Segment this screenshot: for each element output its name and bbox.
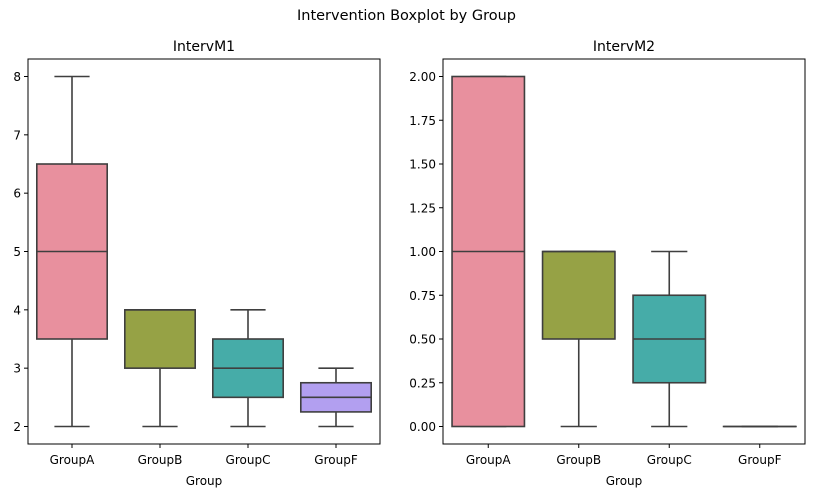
- y-tick-label-intervm1: 7: [13, 128, 21, 142]
- axes-frame-intervm1: [27, 58, 381, 445]
- figure-suptitle: Intervention Boxplot by Group: [296, 8, 516, 24]
- y-tick-label-intervm1: 2: [13, 420, 21, 434]
- x-axis-label-intervm1: Group: [186, 474, 223, 488]
- y-tick-label-intervm2: 1.50: [409, 158, 436, 172]
- x-axis-label-intervm2: Group: [606, 474, 643, 488]
- y-tick-label-intervm2: 0.25: [409, 376, 436, 390]
- subplot-title-intervm2: IntervM2: [593, 39, 655, 55]
- y-tick-label-intervm2: 0.00: [409, 420, 436, 434]
- y-tick-label-intervm1: 3: [13, 362, 21, 376]
- y-tick-label-intervm1: 4: [13, 303, 21, 317]
- x-tick-label-groupa: GroupA: [50, 453, 96, 467]
- x-tick-label-groupb: GroupB: [556, 453, 601, 467]
- y-tick-label-intervm2: 0.50: [409, 333, 436, 347]
- axes-frame-intervm2: [442, 58, 806, 445]
- subplot-title-intervm1: IntervM1: [173, 39, 235, 55]
- x-tick-label-groupc: GroupC: [226, 453, 271, 467]
- x-tick-label-groupf: GroupF: [314, 453, 358, 467]
- x-tick-label-groupc: GroupC: [647, 453, 692, 467]
- y-tick-label-intervm1: 6: [13, 187, 21, 201]
- box-groupb: [124, 309, 197, 369]
- subplot-intervm2: IntervM2 Group 0.00 0.25 0.50 0.75 1.00 1.25 1…: [409, 39, 806, 488]
- y-tick-label-intervm2: 2.00: [409, 70, 436, 84]
- y-tick-label-intervm2: 0.75: [409, 289, 436, 303]
- subplot-intervm1: IntervM1 Group 2 3 4 5 6 7 8 GroupA GroupB GroupC…: [13, 39, 381, 488]
- x-tick-label-groupa: GroupA: [466, 453, 512, 467]
- y-tick-label-intervm1: 5: [13, 245, 21, 259]
- x-tick-label-groupf: GroupF: [738, 453, 782, 467]
- y-tick-label-intervm1: 8: [13, 70, 21, 84]
- y-tick-label-intervm2: 1.00: [409, 245, 436, 259]
- x-tick-label-groupb: GroupB: [138, 453, 183, 467]
- y-tick-label-intervm2: 1.25: [409, 201, 436, 215]
- box-groupb: [541, 250, 616, 340]
- y-tick-label-intervm2: 1.75: [409, 114, 436, 128]
